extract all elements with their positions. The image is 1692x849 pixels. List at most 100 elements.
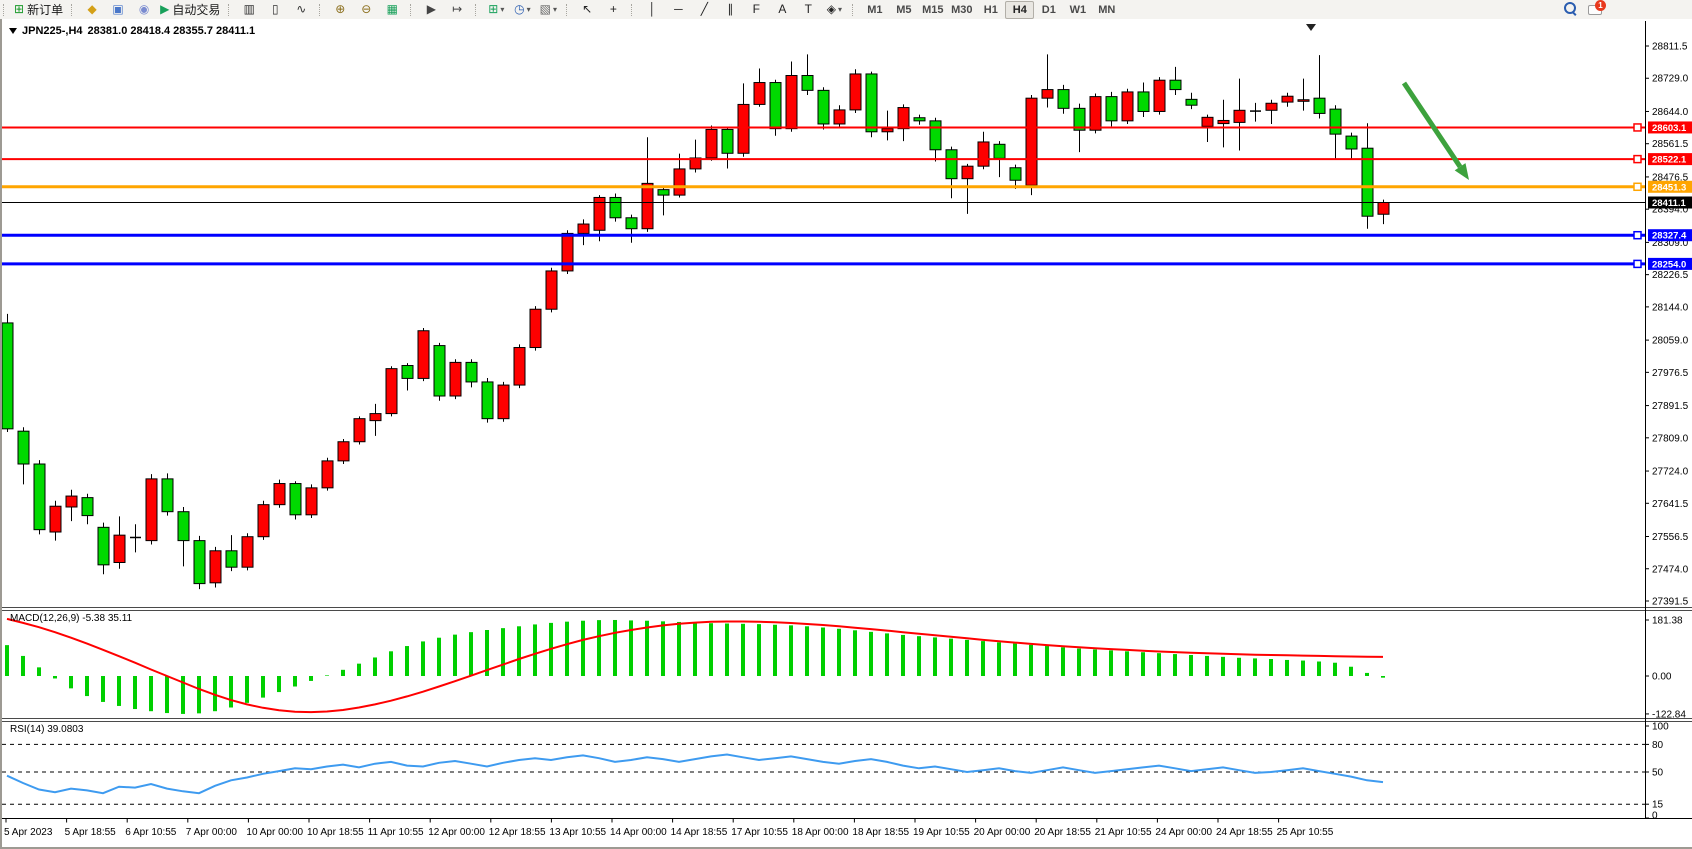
timeframe-M30[interactable]: M30 <box>951 3 973 16</box>
price-tick-label: 28476.5 <box>1652 172 1689 183</box>
chart-canvas[interactable]: 28811.5 28729.0 28644.0 28561.5 28476.5 28394… <box>2 19 1692 847</box>
period-icon[interactable]: ◷ ▾ <box>509 0 535 19</box>
chart-collapse-icon[interactable] <box>9 28 17 34</box>
market-watch-icon[interactable]: ◆ <box>79 0 105 19</box>
price-tags-layer: 28603.1 28522.1 28451.3 28411.1 28327.4 28254… <box>1648 121 1692 270</box>
candle <box>785 61 798 132</box>
zoom-in-icon[interactable]: ⊕ <box>327 0 353 19</box>
candle <box>1121 88 1134 124</box>
price-tick-label: 28729.0 <box>1652 74 1689 85</box>
chart-shift-marker[interactable] <box>1306 24 1316 31</box>
text-icon[interactable]: A <box>769 0 795 19</box>
chart-shift-icon[interactable]: ↦ <box>444 0 470 19</box>
bear-candle-body <box>1057 89 1070 109</box>
bull-candle-body <box>753 82 766 105</box>
bar-chart-icon[interactable]: ▥ <box>236 0 262 19</box>
toolbar-grip <box>319 3 324 16</box>
candle <box>753 68 766 107</box>
data-window-icon[interactable]: ▣ <box>105 0 131 19</box>
cursor-icon: ↖ <box>582 2 593 16</box>
channel-icon[interactable]: ∥ <box>717 0 743 19</box>
bull-candle-body <box>593 196 606 231</box>
candlestick-chart-icon[interactable]: ▯ <box>262 0 288 19</box>
new-order-button: ⊞ <box>14 2 25 16</box>
bull-candle-body <box>321 460 334 489</box>
line-handle[interactable] <box>1633 182 1642 192</box>
price-tick-label: 28144.0 <box>1652 302 1689 313</box>
timeframe-MN[interactable]: MN <box>1098 3 1116 16</box>
fibonacci-icon[interactable]: F <box>743 0 769 19</box>
horizontal-line-icon[interactable]: ─ <box>665 0 691 19</box>
candle <box>209 546 222 588</box>
candle <box>849 69 862 114</box>
candle <box>145 474 158 545</box>
chart-window[interactable]: 28811.5 28729.0 28644.0 28561.5 28476.5 28394… <box>0 19 1692 849</box>
timeframe-D1[interactable]: D1 <box>1041 3 1056 16</box>
line-chart-icon[interactable]: ∿ <box>288 0 314 19</box>
candle <box>1041 54 1054 108</box>
arrows-icon[interactable]: ◈ ▾ <box>821 0 847 19</box>
time-axis[interactable]: 5 Apr 2023 5 Apr 18:55 6 Apr 10:55 7 Apr 00… <box>4 818 1334 839</box>
toolbar-grip <box>410 3 415 16</box>
trend-arrow[interactable] <box>1401 81 1469 180</box>
label-icon[interactable]: T <box>795 0 821 19</box>
bull-candle-body <box>385 368 398 415</box>
bull-candle-body <box>1153 79 1166 112</box>
zoom-out-icon[interactable]: ⊖ <box>353 0 379 19</box>
notifications-icon[interactable]: 1 <box>1588 0 1606 16</box>
bull-candle-body <box>417 330 430 379</box>
timeframe-H4[interactable]: H4 <box>1005 0 1035 19</box>
candle <box>257 500 270 540</box>
cursor-icon[interactable]: ↖ <box>574 0 600 19</box>
bear-candle-body <box>289 483 302 516</box>
candle <box>1185 92 1198 110</box>
bull-candle-body <box>513 347 526 386</box>
arrow-head <box>1454 163 1469 180</box>
bear-candle-body <box>1185 98 1198 106</box>
navigator-icon[interactable]: ◉ <box>131 0 157 19</box>
auto-scroll-icon[interactable]: ▶ <box>418 0 444 19</box>
autotrading-button[interactable]: ▶ 自动交易 <box>157 0 223 19</box>
timeframe-W1[interactable]: W1 <box>1069 3 1087 16</box>
candle <box>881 110 894 141</box>
arrow-shaft <box>1401 81 1463 169</box>
crosshair-icon[interactable]: + <box>600 0 626 19</box>
line-handle[interactable] <box>1633 154 1642 164</box>
timeframe-M1[interactable]: M1 <box>867 3 883 16</box>
autotrading-button: ▶ <box>160 2 170 16</box>
timeframe-M15[interactable]: M15 <box>922 3 944 16</box>
bear-candle-body <box>17 430 30 465</box>
macd-axis-label: 0.00 <box>1652 672 1672 683</box>
price-tick-label: 27976.5 <box>1652 368 1689 379</box>
chart-title: JPN225-,H4 28381.0 28418.4 28355.7 28411… <box>9 25 255 37</box>
line-handle[interactable] <box>1633 123 1642 132</box>
macd-indicator-label: MACD(12,26,9) -5.38 35.11 <box>10 613 132 624</box>
rsi-indicator-label: RSI(14) 39.0803 <box>10 724 83 735</box>
fibonacci-icon: F <box>752 2 760 16</box>
text-icon: A <box>778 2 787 16</box>
bear-candle-body <box>657 189 670 196</box>
bull-candle-body <box>113 534 126 564</box>
line-handle[interactable] <box>1633 259 1642 269</box>
timeframe-M5[interactable]: M5 <box>896 3 912 16</box>
candle <box>705 125 718 161</box>
vertical-line-icon[interactable]: │ <box>639 0 665 19</box>
search-icon[interactable] <box>1563 1 1578 16</box>
candle <box>737 83 750 157</box>
price-axis[interactable]: 28811.5 28729.0 28644.0 28561.5 28476.5 28394… <box>1645 42 1689 608</box>
candle <box>449 359 462 400</box>
line-handle[interactable] <box>1633 230 1642 240</box>
bull-candle-body <box>353 418 366 443</box>
price-tick-label: 28644.0 <box>1652 107 1689 118</box>
trendline-icon[interactable]: ╱ <box>691 0 717 19</box>
template-icon[interactable]: ▧ ▾ <box>535 0 561 19</box>
time-tick-label: 6 Apr 10:55 <box>125 827 177 838</box>
new-order-button[interactable]: ⊞ 新订单 <box>11 0 66 19</box>
bear-candle-body <box>865 73 878 133</box>
tile-windows-icon[interactable]: ▦ <box>379 0 405 19</box>
tile-windows-icon: ▦ <box>386 2 398 16</box>
candle <box>657 186 670 216</box>
new-chart-icon[interactable]: ⊞ ▾ <box>483 0 509 19</box>
timeframe-H1[interactable]: H1 <box>983 3 998 16</box>
chart-symbol-period: JPN225-,H4 <box>22 25 83 37</box>
